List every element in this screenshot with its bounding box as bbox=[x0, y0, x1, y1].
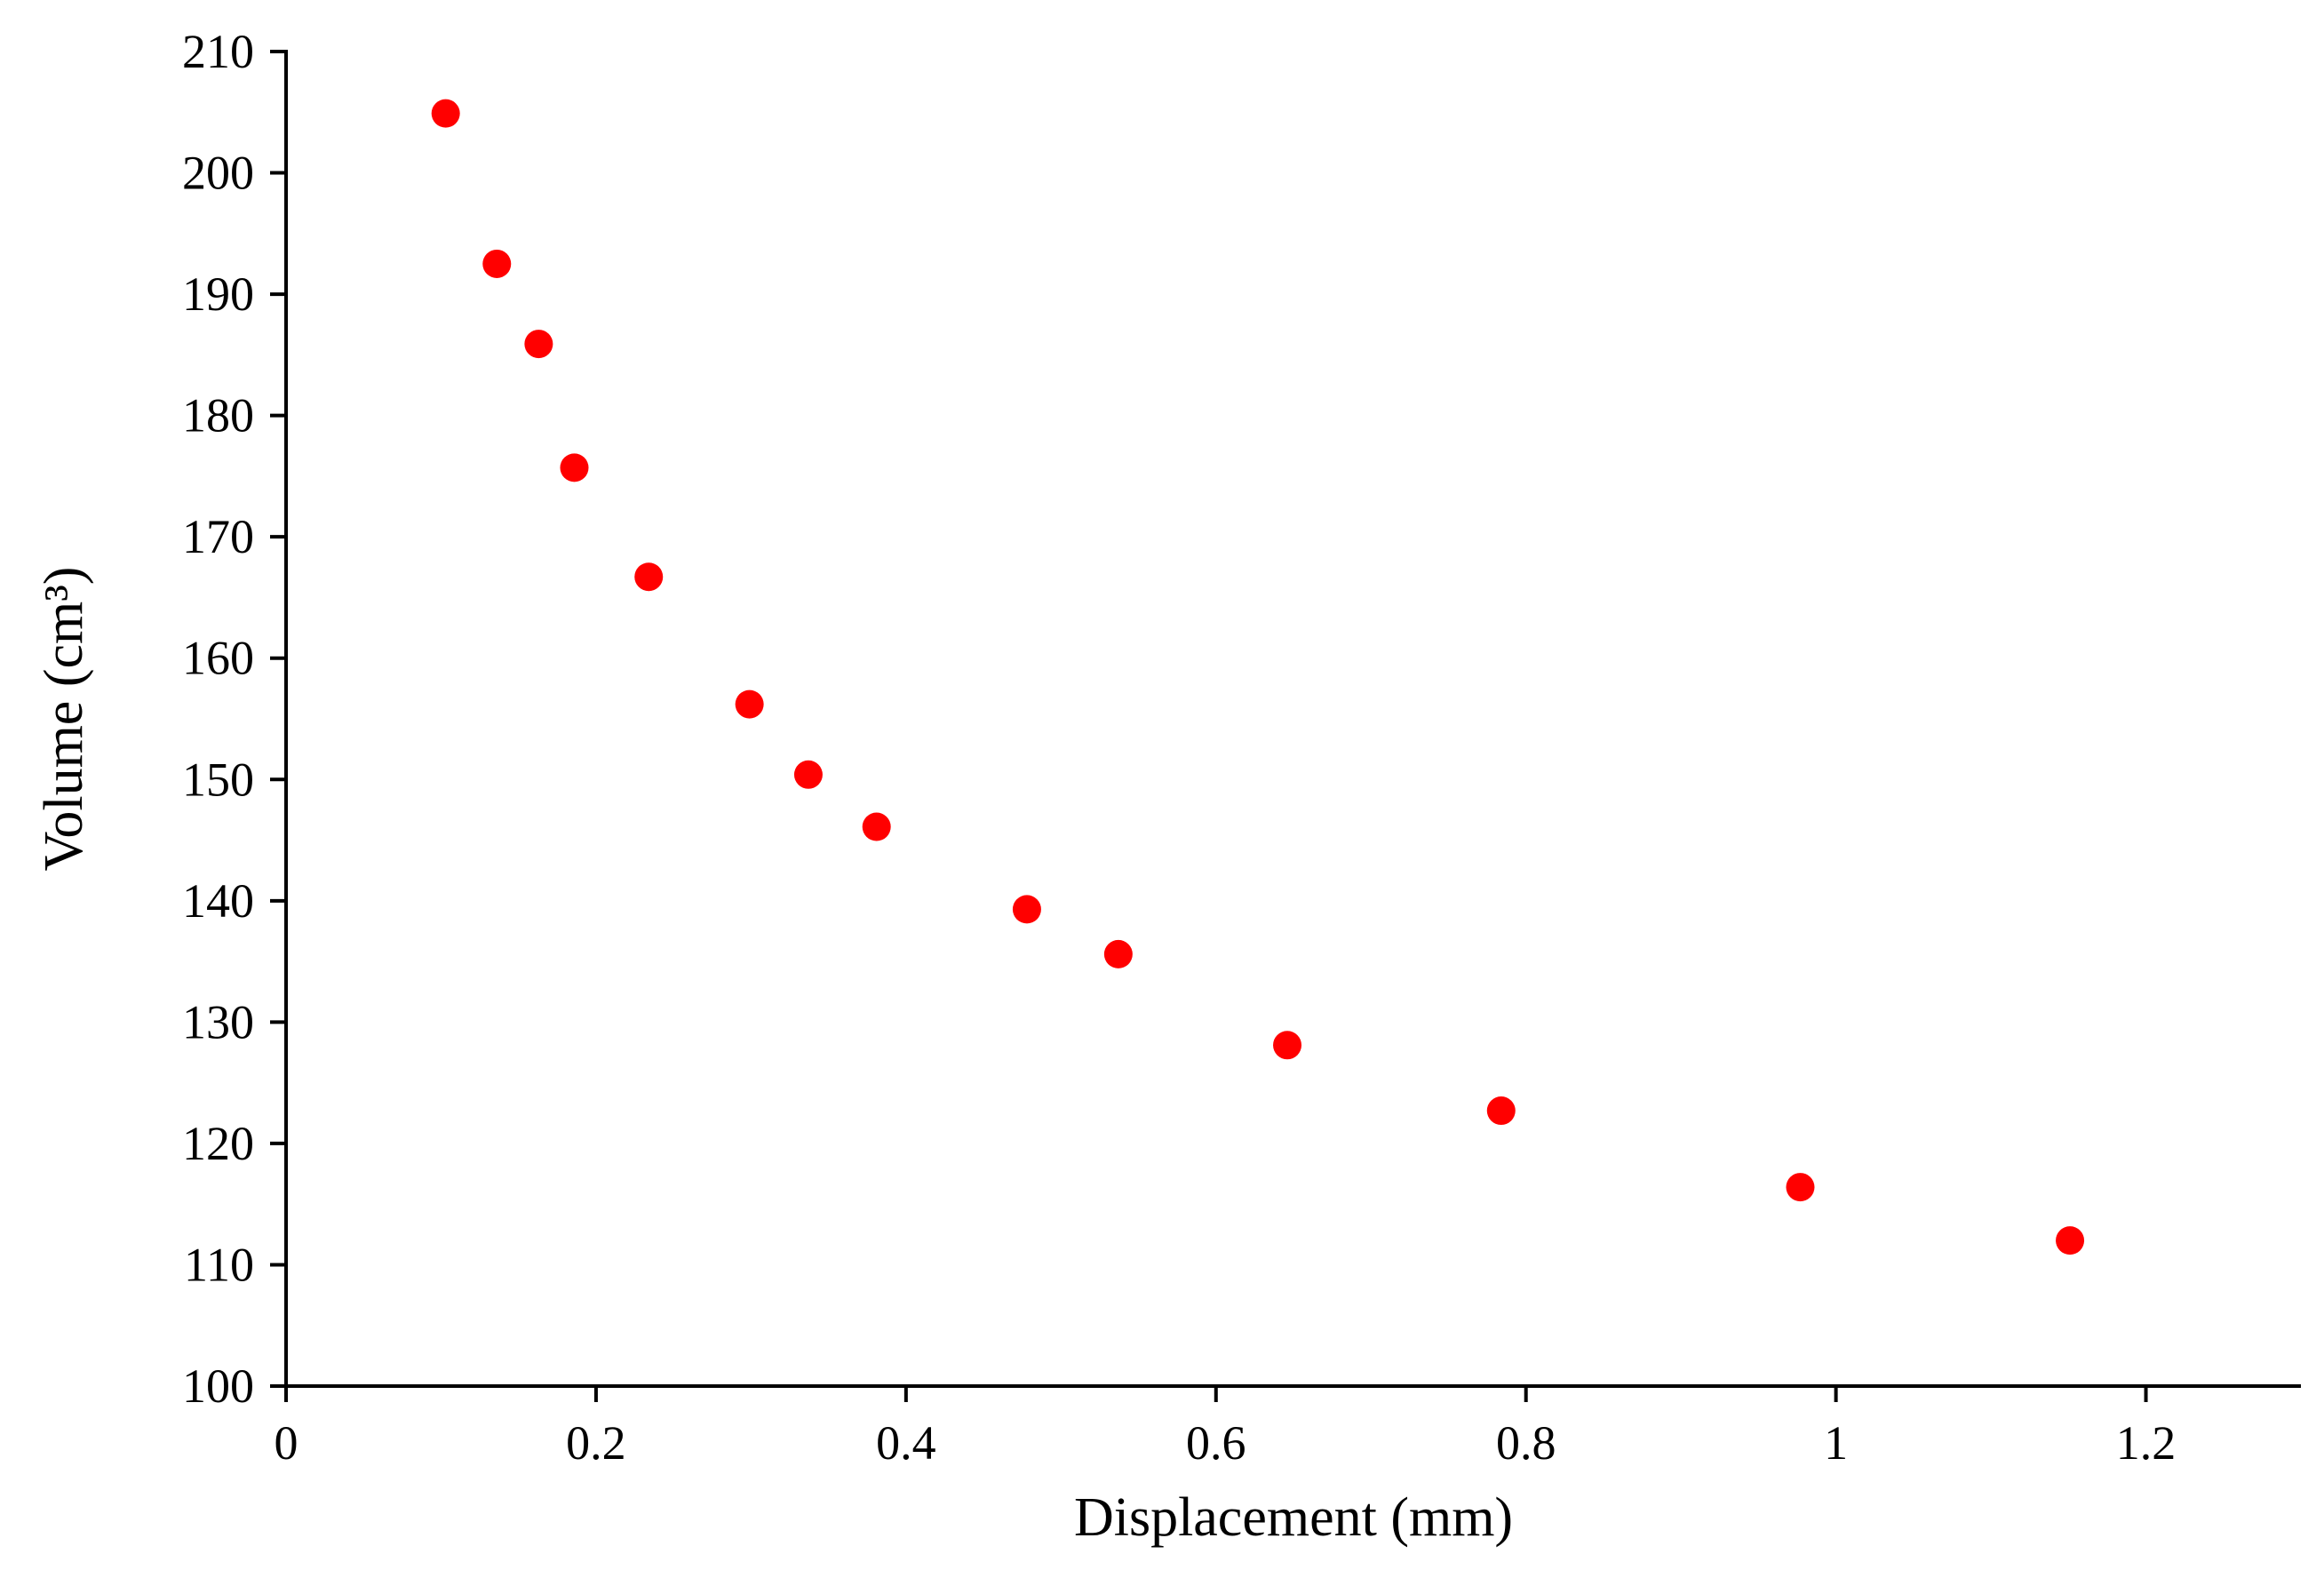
x-axis-title: Displacement (mm) bbox=[1074, 1487, 1513, 1548]
y-tick-label: 150 bbox=[182, 753, 254, 806]
data-point bbox=[634, 562, 664, 592]
y-axis-title: Volume (cm³) bbox=[34, 567, 94, 872]
data-point bbox=[1103, 939, 1133, 968]
y-tick-label: 190 bbox=[182, 267, 254, 321]
data-points bbox=[431, 99, 2085, 1255]
x-tick-label: 1.2 bbox=[2116, 1416, 2177, 1470]
data-point bbox=[1012, 895, 1041, 924]
y-tick-label: 200 bbox=[182, 147, 254, 200]
y-tick-label: 120 bbox=[182, 1117, 254, 1170]
x-tick-label: 0.6 bbox=[1186, 1416, 1246, 1470]
x-ticks: 0 0.2 0.4 0.6 0.8 1 1.2 bbox=[275, 1386, 2177, 1470]
y-tick-label: 170 bbox=[182, 510, 254, 563]
data-point bbox=[793, 760, 823, 789]
data-point bbox=[431, 99, 460, 128]
data-point bbox=[735, 689, 764, 719]
data-point bbox=[1786, 1173, 1815, 1202]
x-tick-label: 0.2 bbox=[566, 1416, 626, 1470]
x-tick-label: 0.4 bbox=[876, 1416, 936, 1470]
x-tick-label: 0.8 bbox=[1496, 1416, 1556, 1470]
x-tick-label: 1 bbox=[1824, 1416, 1848, 1470]
y-tick-label: 180 bbox=[182, 389, 254, 442]
y-tick-label: 160 bbox=[182, 632, 254, 685]
y-ticks: 100 110 120 130 140 150 160 170 180 190 200 210 bbox=[182, 25, 286, 1413]
data-point bbox=[2056, 1226, 2085, 1255]
y-tick-label: 100 bbox=[182, 1359, 254, 1413]
y-tick-label: 140 bbox=[182, 874, 254, 928]
axes bbox=[284, 50, 2301, 1388]
data-point bbox=[482, 249, 512, 278]
data-point bbox=[560, 453, 589, 482]
data-point bbox=[1273, 1031, 1302, 1060]
y-tick-label: 110 bbox=[184, 1238, 254, 1291]
data-point bbox=[524, 330, 553, 359]
data-point bbox=[862, 812, 891, 841]
y-tick-label: 210 bbox=[182, 25, 254, 78]
y-tick-label: 130 bbox=[182, 995, 254, 1048]
x-tick-label: 0 bbox=[275, 1416, 298, 1470]
data-point bbox=[1486, 1096, 1516, 1126]
